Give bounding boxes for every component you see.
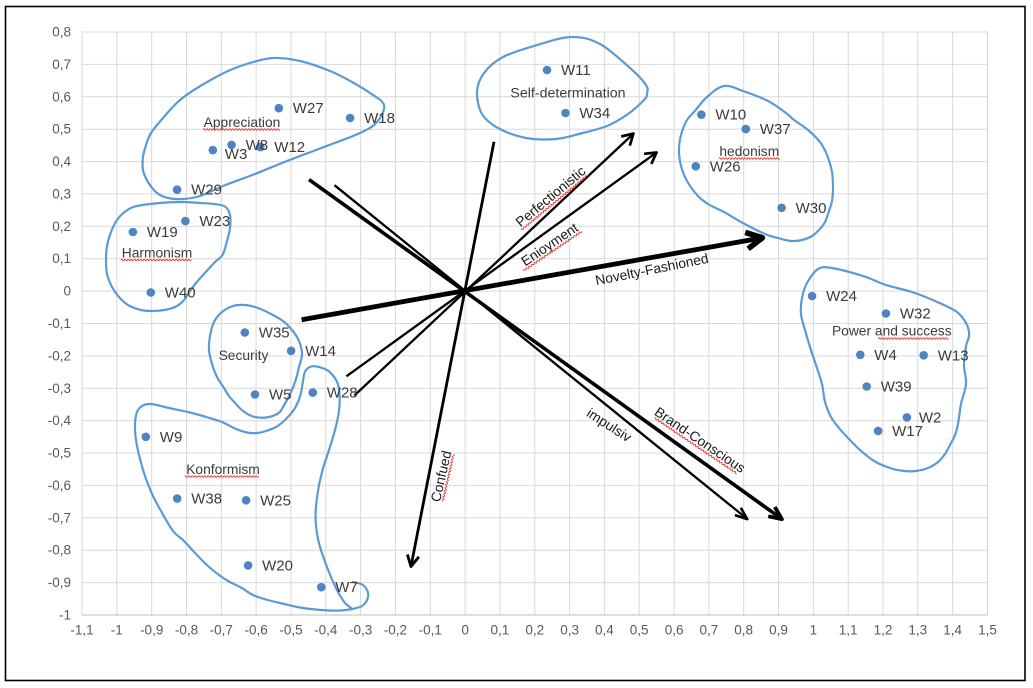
svg-text:-0,2: -0,2 xyxy=(48,348,71,363)
svg-text:0,1: 0,1 xyxy=(491,623,510,638)
svg-text:-0,8: -0,8 xyxy=(48,543,71,558)
svg-text:0,4: 0,4 xyxy=(595,623,614,638)
svg-text:W14: W14 xyxy=(305,343,336,360)
svg-text:-0,9: -0,9 xyxy=(48,575,71,590)
svg-text:W25: W25 xyxy=(260,492,291,509)
svg-text:-0,7: -0,7 xyxy=(48,510,71,525)
svg-text:W37: W37 xyxy=(760,121,791,138)
svg-text:0,9: 0,9 xyxy=(769,623,788,638)
svg-text:W24: W24 xyxy=(826,288,857,305)
svg-text:-0,1: -0,1 xyxy=(48,316,71,331)
svg-text:W20: W20 xyxy=(262,557,293,574)
svg-text:Security: Security xyxy=(219,348,269,363)
svg-text:Power and success: Power and success xyxy=(832,324,952,339)
svg-text:0,8: 0,8 xyxy=(52,25,71,40)
svg-text:0,7: 0,7 xyxy=(700,623,719,638)
svg-text:Harmonism: Harmonism xyxy=(122,246,193,261)
svg-text:1,2: 1,2 xyxy=(874,623,893,638)
svg-text:0,5: 0,5 xyxy=(52,122,71,137)
svg-text:0,7: 0,7 xyxy=(52,57,71,72)
svg-text:W19: W19 xyxy=(147,224,178,241)
svg-text:hedonism: hedonism xyxy=(719,144,779,159)
svg-text:W34: W34 xyxy=(579,105,610,122)
svg-text:-0,5: -0,5 xyxy=(279,623,302,638)
svg-text:W28: W28 xyxy=(327,385,358,402)
svg-text:0,6: 0,6 xyxy=(665,623,684,638)
svg-text:W2: W2 xyxy=(919,409,942,426)
svg-text:W32: W32 xyxy=(900,306,931,323)
svg-text:-1: -1 xyxy=(111,623,123,638)
svg-text:Appreciation: Appreciation xyxy=(204,115,281,130)
svg-text:-1: -1 xyxy=(59,608,71,623)
svg-text:0: 0 xyxy=(461,623,469,638)
svg-text:0,6: 0,6 xyxy=(52,89,71,104)
svg-text:-0,6: -0,6 xyxy=(244,623,267,638)
svg-text:W4: W4 xyxy=(874,347,897,364)
svg-text:Self-determination: Self-determination xyxy=(510,86,625,102)
svg-text:W5: W5 xyxy=(269,387,292,404)
svg-text:-0,5: -0,5 xyxy=(48,446,71,461)
svg-text:W23: W23 xyxy=(199,213,230,230)
svg-text:-0,1: -0,1 xyxy=(419,623,442,638)
svg-text:W3: W3 xyxy=(225,146,248,163)
svg-text:0,3: 0,3 xyxy=(560,623,579,638)
svg-text:1: 1 xyxy=(810,623,818,638)
svg-text:W35: W35 xyxy=(259,325,290,342)
svg-text:-0,9: -0,9 xyxy=(140,623,163,638)
svg-text:-0,6: -0,6 xyxy=(48,478,71,493)
svg-text:-0,2: -0,2 xyxy=(384,623,407,638)
svg-text:1,5: 1,5 xyxy=(978,623,997,638)
svg-text:0,5: 0,5 xyxy=(630,623,649,638)
svg-text:W26: W26 xyxy=(710,158,741,175)
svg-text:W8: W8 xyxy=(246,137,269,154)
svg-text:0,3: 0,3 xyxy=(52,186,71,201)
svg-text:1,1: 1,1 xyxy=(839,623,858,638)
svg-text:Konformism: Konformism xyxy=(186,462,260,477)
svg-text:W13: W13 xyxy=(938,347,969,364)
svg-text:1,4: 1,4 xyxy=(943,623,962,638)
svg-text:-1,1: -1,1 xyxy=(70,623,93,638)
svg-text:W40: W40 xyxy=(165,285,196,302)
svg-text:-0,3: -0,3 xyxy=(48,381,71,396)
svg-text:0,2: 0,2 xyxy=(525,623,544,638)
svg-text:-0,4: -0,4 xyxy=(314,623,338,638)
svg-text:0: 0 xyxy=(63,284,71,299)
svg-text:W10: W10 xyxy=(715,107,746,124)
svg-text:0,2: 0,2 xyxy=(52,219,71,234)
svg-text:W7: W7 xyxy=(335,579,358,596)
svg-text:W12: W12 xyxy=(274,139,305,156)
svg-text:0,8: 0,8 xyxy=(734,623,753,638)
svg-text:-0,4: -0,4 xyxy=(48,413,72,428)
svg-text:W27: W27 xyxy=(293,100,324,117)
svg-text:0,1: 0,1 xyxy=(52,251,71,266)
svg-text:0,4: 0,4 xyxy=(52,154,71,169)
svg-text:W29: W29 xyxy=(191,182,222,199)
svg-text:W38: W38 xyxy=(191,491,222,508)
svg-text:W39: W39 xyxy=(881,379,912,396)
svg-text:W18: W18 xyxy=(364,110,395,127)
svg-text:-0,3: -0,3 xyxy=(349,623,372,638)
svg-text:W30: W30 xyxy=(796,200,827,217)
svg-text:-0,8: -0,8 xyxy=(175,623,198,638)
svg-text:1,3: 1,3 xyxy=(908,623,927,638)
svg-text:W17: W17 xyxy=(892,423,923,440)
svg-text:-0,7: -0,7 xyxy=(210,623,233,638)
svg-text:W9: W9 xyxy=(160,429,183,446)
svg-text:W11: W11 xyxy=(561,62,591,79)
